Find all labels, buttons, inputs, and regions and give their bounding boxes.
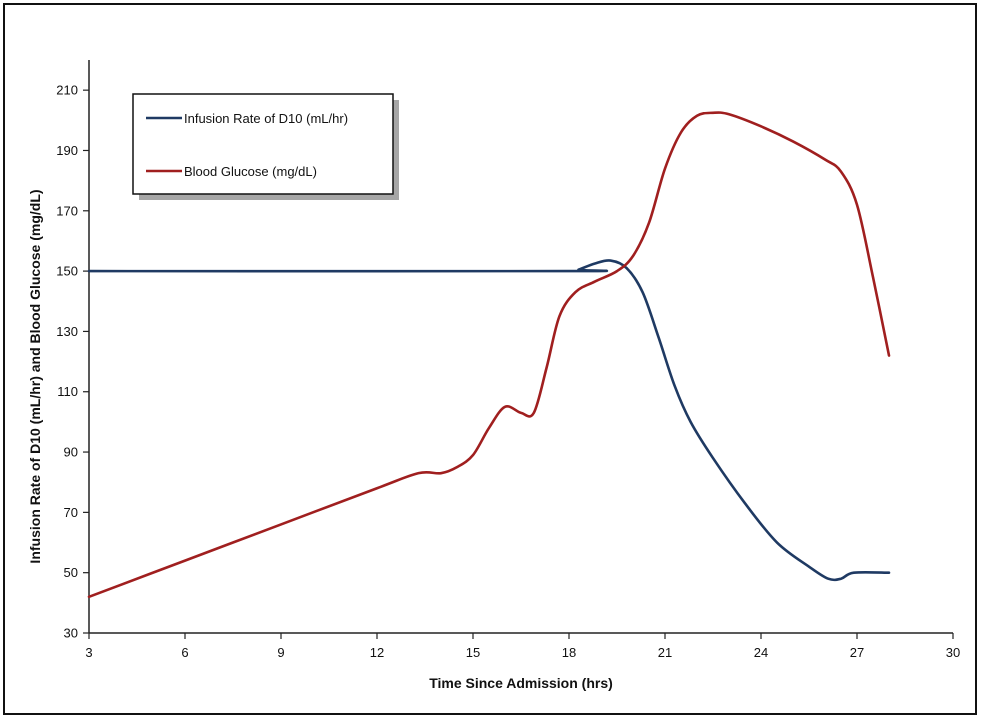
axes bbox=[88, 60, 953, 634]
series-line-infusion-rate bbox=[87, 259, 891, 582]
x-tick-label: 24 bbox=[754, 645, 768, 660]
y-tick-label: 90 bbox=[64, 445, 78, 460]
y-tick-label: 150 bbox=[56, 264, 78, 279]
y-tick-label: 50 bbox=[64, 565, 78, 580]
y-tick-label: 30 bbox=[64, 626, 78, 641]
x-tick-label: 18 bbox=[562, 645, 576, 660]
x-tick-label: 27 bbox=[850, 645, 864, 660]
x-axis-title: Time Since Admission (hrs) bbox=[429, 675, 613, 691]
series-lines bbox=[87, 111, 891, 599]
x-ticks: 3 6 9 12 15 18 21 24 27 30 bbox=[85, 633, 960, 660]
y-axis-title: Infusion Rate of D10 (mL/hr) and Blood G… bbox=[27, 189, 43, 563]
y-ticks: 30 50 70 90 110 130 150 170 190 210 bbox=[56, 83, 89, 641]
y-tick-label: 130 bbox=[56, 324, 78, 339]
x-tick-label: 3 bbox=[85, 645, 92, 660]
y-tick-label: 170 bbox=[56, 203, 78, 218]
legend-label-glucose: Blood Glucose (mg/dL) bbox=[184, 164, 317, 179]
legend-box bbox=[132, 93, 394, 195]
x-tick-label: 15 bbox=[466, 645, 480, 660]
series-line-blood-glucose bbox=[87, 111, 891, 599]
y-tick-label: 190 bbox=[56, 143, 78, 158]
x-tick-label: 30 bbox=[946, 645, 960, 660]
x-tick-label: 6 bbox=[181, 645, 188, 660]
x-tick-label: 12 bbox=[370, 645, 384, 660]
y-tick-label: 70 bbox=[64, 505, 78, 520]
y-tick-label: 210 bbox=[56, 83, 78, 98]
y-tick-label: 110 bbox=[57, 384, 78, 399]
legend: Infusion Rate of D10 (mL/hr) Blood Gluco… bbox=[132, 93, 399, 200]
legend-label-infusion: Infusion Rate of D10 (mL/hr) bbox=[184, 111, 348, 126]
x-tick-label: 9 bbox=[277, 645, 284, 660]
x-tick-label: 21 bbox=[658, 645, 672, 660]
